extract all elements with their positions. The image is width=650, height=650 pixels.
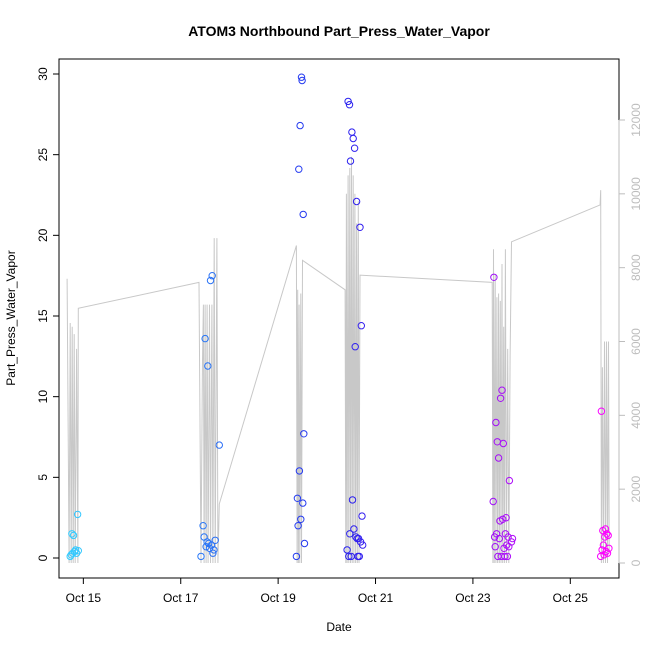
data-point — [215, 441, 224, 449]
data-point — [492, 418, 500, 427]
y-tick-label: 0 — [36, 554, 50, 561]
data-point — [73, 510, 82, 519]
data-point — [496, 394, 505, 402]
x-tick-label: Oct 25 — [553, 591, 589, 605]
altitude-line — [66, 156, 610, 564]
data-point — [297, 515, 305, 523]
y-tick-label: 10 — [36, 390, 50, 404]
y-tick-label: 15 — [36, 309, 50, 323]
data-point — [350, 525, 358, 533]
data-point — [300, 539, 309, 548]
x-axis-label: Date — [326, 620, 352, 634]
data-point — [507, 538, 516, 546]
data-point — [359, 541, 367, 549]
data-point — [199, 522, 207, 530]
data-point — [501, 552, 509, 561]
data-point — [601, 525, 610, 533]
data-point — [297, 73, 306, 81]
y-tick-label: 30 — [36, 67, 50, 81]
data-point — [355, 552, 363, 561]
data-point — [344, 97, 352, 106]
data-point — [295, 467, 304, 475]
y-axis-label: Part_Press_Water_Vapor — [4, 250, 18, 385]
data-point — [201, 334, 209, 343]
data-point — [295, 165, 303, 173]
data-point — [197, 552, 205, 561]
data-point — [350, 144, 359, 152]
data-point — [206, 276, 215, 285]
y2-tick-label: 6000 — [629, 328, 643, 355]
x-tick-label: Oct 15 — [66, 591, 102, 605]
data-point — [503, 552, 512, 561]
data-point — [603, 530, 611, 538]
data-point — [491, 543, 499, 551]
y2-tick-label: 12000 — [629, 103, 643, 137]
data-point — [349, 134, 357, 143]
data-point — [499, 515, 507, 523]
x-tick-label: Oct 23 — [455, 591, 491, 605]
chart-title: ATOM3 Northbound Part_Press_Water_Vapor — [188, 23, 490, 39]
data-point — [204, 362, 212, 370]
y2-tick-label: 4000 — [629, 402, 643, 429]
y-tick-label: 25 — [36, 148, 50, 162]
x-tick-label: Oct 19 — [260, 591, 296, 605]
data-point — [505, 476, 514, 485]
data-point — [299, 499, 307, 507]
y-tick-label: 20 — [36, 228, 50, 242]
data-point — [605, 544, 613, 552]
data-point — [299, 210, 307, 219]
data-point — [293, 494, 302, 502]
data-point — [69, 531, 78, 540]
data-point — [598, 546, 606, 554]
data-point — [68, 530, 76, 538]
data-point — [498, 386, 506, 394]
y2-tick-label: 10000 — [629, 177, 643, 211]
data-point — [352, 197, 361, 206]
data-point — [603, 549, 612, 557]
data-point — [211, 536, 219, 544]
data-point — [298, 76, 306, 85]
data-point — [599, 541, 608, 549]
data-point — [356, 223, 364, 232]
y2-tick-label: 8000 — [629, 254, 643, 281]
data-point — [489, 497, 497, 506]
data-point — [209, 549, 217, 557]
axes-layer: 0 5 10 15 20 25 30 0 2000 4000 6000 8000 10000 12000 O… — [36, 67, 643, 605]
data-point — [502, 514, 510, 522]
y-tick-label: 5 — [36, 474, 50, 481]
data-point — [345, 101, 354, 109]
data-point — [70, 547, 79, 556]
data-point — [495, 534, 503, 543]
data-point — [604, 531, 612, 540]
data-point — [358, 512, 366, 520]
data-point — [346, 530, 354, 538]
altitude-line-layer — [66, 156, 610, 564]
data-point — [345, 552, 353, 561]
data-point — [351, 343, 359, 351]
data-point — [504, 533, 512, 541]
data-point — [490, 273, 498, 281]
data-point — [346, 157, 355, 165]
y2-tick-label: 2000 — [629, 475, 643, 502]
data-point — [292, 552, 301, 561]
data-point — [296, 121, 304, 130]
y2-tick-label: 0 — [629, 559, 643, 566]
data-point — [343, 546, 351, 554]
data-point — [494, 454, 503, 462]
data-point — [508, 534, 517, 543]
x-tick-label: Oct 17 — [163, 591, 199, 605]
data-point — [499, 439, 507, 448]
data-point — [597, 407, 606, 415]
data-point — [210, 546, 218, 554]
data-point — [294, 522, 302, 530]
x-tick-label: Oct 21 — [358, 591, 394, 605]
data-point — [300, 430, 308, 438]
data-points-layer — [66, 73, 613, 561]
data-point — [357, 322, 365, 330]
data-point — [74, 547, 83, 555]
data-point — [348, 496, 357, 504]
data-point — [208, 272, 216, 280]
